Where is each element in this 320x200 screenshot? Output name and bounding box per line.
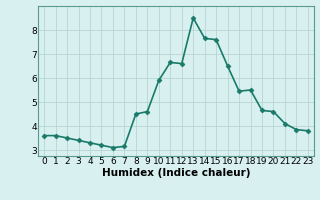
X-axis label: Humidex (Indice chaleur): Humidex (Indice chaleur): [102, 168, 250, 178]
